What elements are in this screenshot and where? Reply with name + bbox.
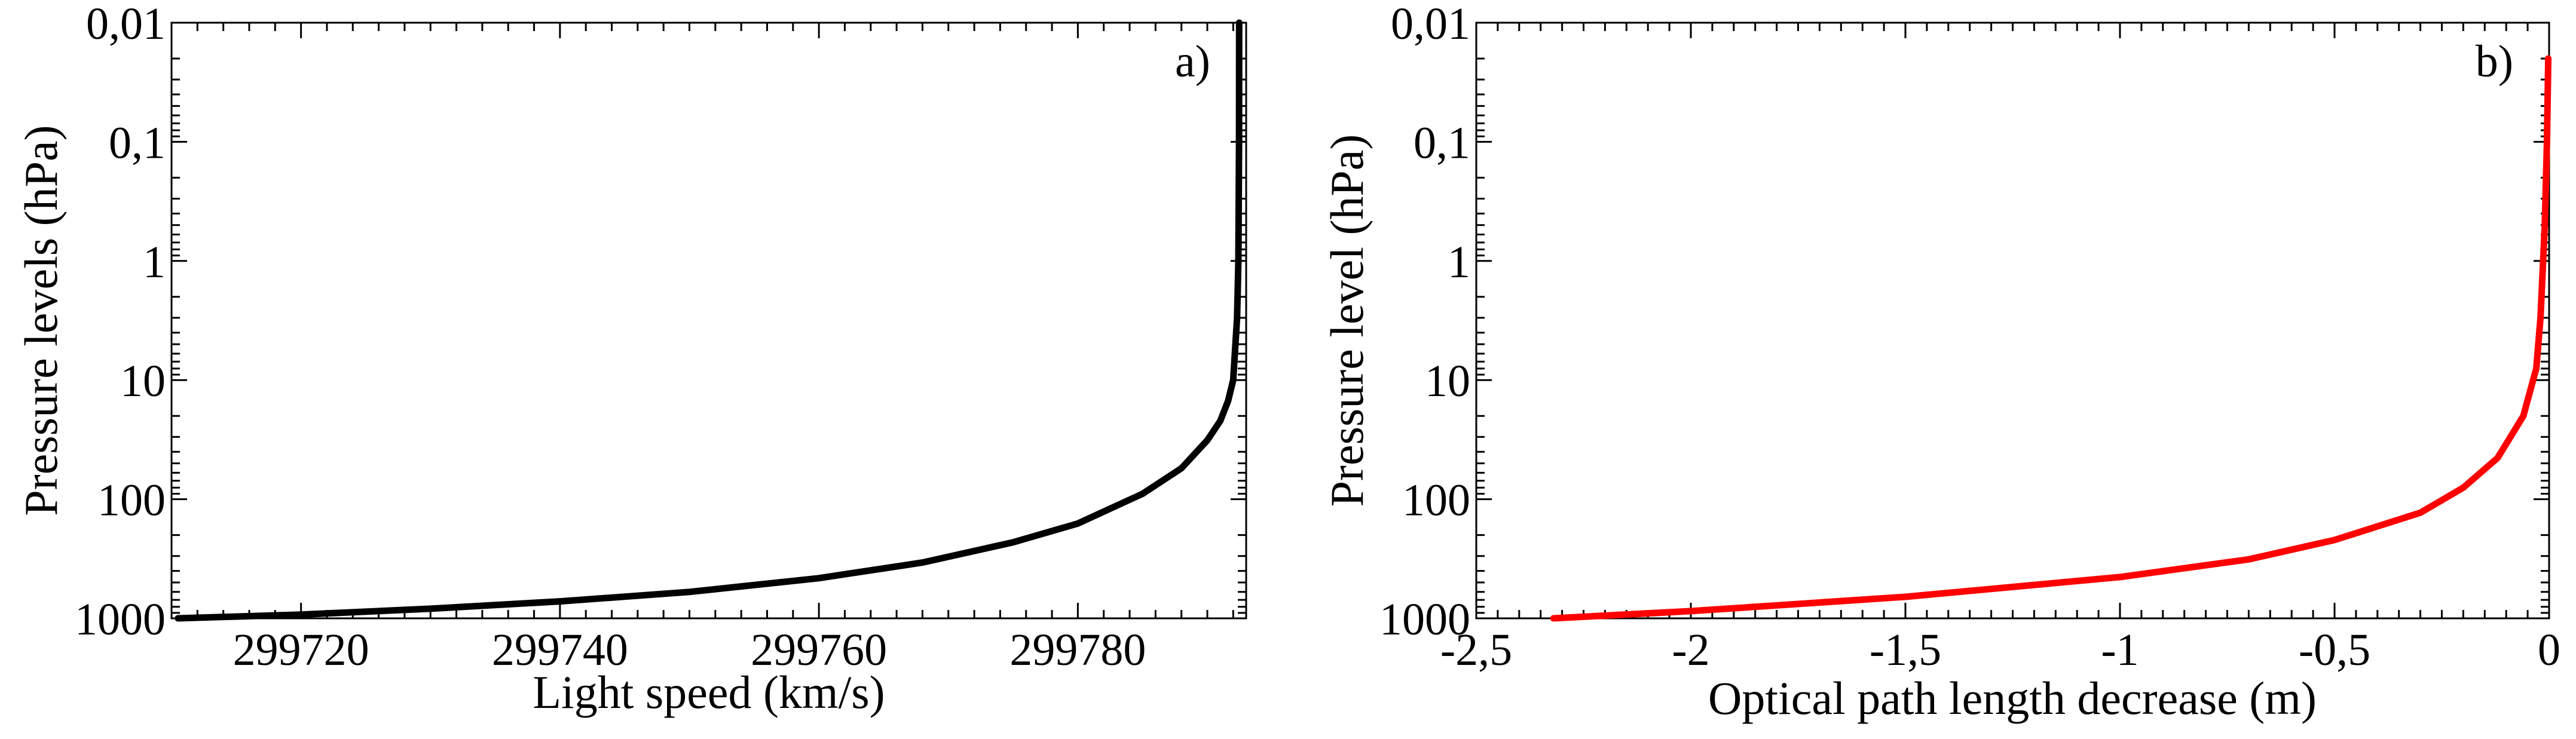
y-tick-label: 0,1 (1414, 118, 1470, 168)
y-tick-label: 1000 (1379, 594, 1470, 645)
y-tick-label: 0,01 (1391, 0, 1470, 49)
y-tick-label: 0,1 (109, 118, 166, 168)
x-tick-label: -2 (1672, 625, 1709, 675)
plot-frame (170, 22, 1247, 620)
y-axis-title: Pressure level (hPa) (1321, 134, 1373, 507)
x-tick-label: -2,5 (1440, 625, 1512, 675)
series-line (1550, 55, 2552, 622)
x-tick-label: 299720 (233, 625, 369, 675)
data-point (2535, 368, 2537, 369)
y-tick-label: 10 (1425, 356, 1470, 406)
x-axis-title: Light speed (km/s) (533, 666, 885, 718)
data-point (922, 562, 923, 563)
data-point (1553, 618, 1554, 619)
data-point (689, 591, 690, 593)
data-point (559, 601, 561, 602)
panel-a: 299720 299740 299760 299780 0,01 0,1 1 10 100 100… (15, 0, 1247, 718)
data-point (2462, 487, 2464, 488)
y-tick-label: 1 (143, 237, 166, 287)
x-tick-label: -0,5 (2299, 625, 2370, 675)
y-tick-label: 1000 (75, 594, 166, 645)
series-line (175, 19, 1243, 622)
panel-label: a) (1175, 36, 1210, 87)
y-tick-label: 10 (120, 356, 166, 406)
panel-b: -2,5 -2 -1,5 -1 -0,5 0 0,01 0,1 1 10 100 1000 Optica… (1321, 0, 2560, 724)
data-point (1232, 379, 1234, 381)
x-tick-label: -1 (2101, 625, 2138, 675)
y-tick-label: 1 (1448, 237, 1470, 287)
x-tick-label: 299780 (1009, 625, 1146, 675)
data-point (1142, 493, 1143, 494)
plot-frame (1475, 22, 2550, 620)
x-axis-title: Optical path length decrease (m) (1708, 672, 2317, 724)
data-point (1238, 260, 1239, 262)
x-tick-label: 299760 (751, 625, 887, 675)
x-tick-label: 299740 (492, 625, 628, 675)
x-tick-label: -1,5 (1870, 625, 1941, 675)
data-point (430, 608, 431, 609)
y-tick-label: 100 (1402, 476, 1470, 526)
y-axis-title: Pressure levels (hPa) (15, 125, 67, 516)
panel-label: b) (2476, 36, 2513, 87)
y-tick-label: 100 (97, 476, 166, 526)
data-point (2248, 559, 2249, 560)
y-tick-label: 0,01 (86, 0, 166, 49)
data-point (2540, 317, 2541, 318)
x-tick-label: 0 (2538, 625, 2560, 675)
